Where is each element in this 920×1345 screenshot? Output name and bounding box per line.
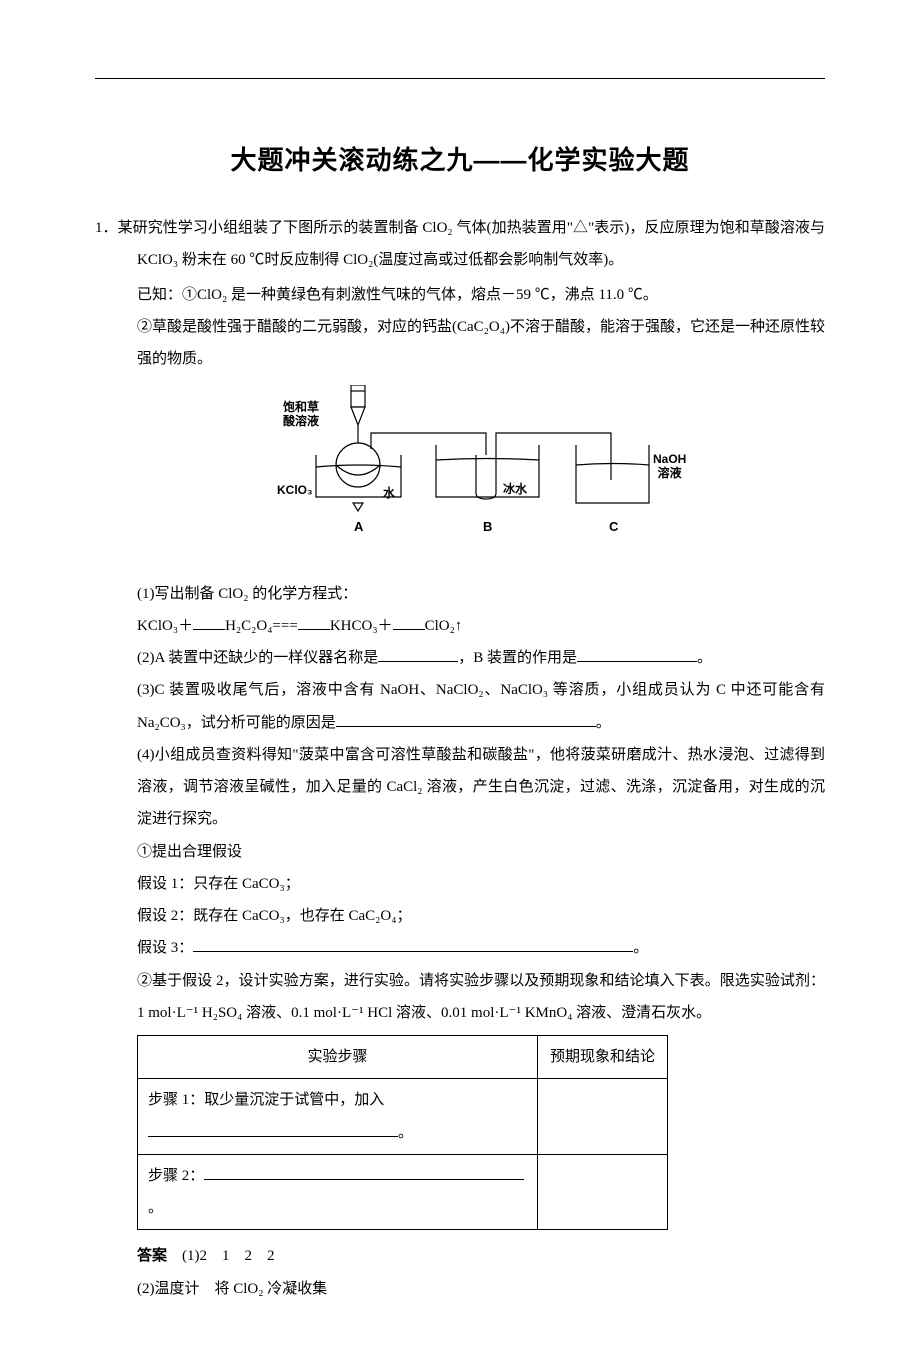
label-oxalic-acid: 饱和草 酸溶液 [283, 401, 319, 429]
blank-coeff-1[interactable] [193, 629, 225, 630]
hypothesis-3: 假设 3：。 [95, 932, 825, 964]
label-icewater: 冰水 [503, 477, 527, 503]
blank-reason[interactable] [336, 726, 596, 727]
answer-line-1: 答案 (1)2 1 2 2 [95, 1240, 825, 1272]
q1-stem: 1．某研究性学习小组组装了下图所示的装置制备 ClO₂ 气体(加热装置用"△"表… [95, 212, 825, 277]
q1-sub4: (4)小组成员查资料得知"菠菜中富含可溶性草酸盐和碳酸盐"，他将菠菜研磨成汁、热… [95, 739, 825, 836]
q1-sub2: (2)A 装置中还缺少的一样仪器名称是，B 装置的作用是。 [95, 642, 825, 674]
step1-cell: 步骤 1：取少量沉淀于试管中，加入。 [138, 1079, 538, 1155]
table-row: 实验步骤 预期现象和结论 [138, 1036, 668, 1079]
hypothesis-heading: ①提出合理假设 [95, 836, 825, 868]
label-water: 水 [383, 481, 395, 507]
blank-hypothesis-3[interactable] [193, 951, 633, 952]
q1-number: 1． [95, 220, 118, 236]
blank-coeff-3[interactable] [393, 629, 425, 630]
q1-known-2: ②草酸是酸性强于醋酸的二元弱酸，对应的钙盐(CaC₂O₄)不溶于醋酸，能溶于强酸… [95, 311, 825, 376]
q1-known-1: 已知：①ClO₂ 是一种黄绿色有刺激性气味的气体，熔点－59 ℃，沸点 11.0… [95, 279, 825, 311]
th-result: 预期现象和结论 [538, 1036, 668, 1079]
experiment-table: 实验步骤 预期现象和结论 步骤 1：取少量沉淀于试管中，加入。 步骤 2：。 [137, 1035, 668, 1230]
blank-coeff-2[interactable] [298, 629, 330, 630]
label-B: B [483, 513, 492, 541]
page-title: 大题冲关滚动练之九——化学实验大题 [95, 140, 825, 177]
q1-equation: KClO₃＋H₂C₂O₄===KHCO₃＋ClO₂↑ [95, 610, 825, 642]
q1-p1: 某研究性学习小组组装了下图所示的装置制备 ClO₂ 气体(加热装置用"△"表示)… [118, 220, 825, 268]
hypothesis-2: 假设 2：既存在 CaCO₃，也存在 CaC₂O₄； [95, 900, 825, 932]
label-A: A [354, 513, 363, 541]
answer-label: 答案 [137, 1247, 167, 1264]
blank-B-function[interactable] [577, 661, 697, 662]
label-naoh: NaOH 溶液 [653, 453, 686, 481]
result1-cell[interactable] [538, 1079, 668, 1155]
label-kclo3: KClO₃ [277, 478, 313, 504]
table-row: 步骤 1：取少量沉淀于试管中，加入。 [138, 1079, 668, 1155]
blank-step2[interactable] [204, 1179, 524, 1180]
result2-cell[interactable] [538, 1154, 668, 1230]
th-steps: 实验步骤 [138, 1036, 538, 1079]
blank-instrument[interactable] [378, 661, 458, 662]
q1-sub1-label: (1)写出制备 ClO₂ 的化学方程式： [95, 578, 825, 610]
table-row: 步骤 2：。 [138, 1154, 668, 1230]
design-instructions: ②基于假设 2，设计实验方案，进行实验。请将实验步骤以及预期现象和结论填入下表。… [95, 965, 825, 1030]
apparatus-figure: 饱和草 酸溶液 KClO₃ 水 冰水 NaOH 溶液 A B C [137, 385, 825, 567]
label-C: C [609, 513, 618, 541]
answer-line-2: (2)温度计 将 ClO₂ 冷凝收集 [95, 1273, 825, 1305]
step2-cell: 步骤 2：。 [138, 1154, 538, 1230]
hypothesis-1: 假设 1：只存在 CaCO₃； [95, 868, 825, 900]
q1-sub3: (3)C 装置吸收尾气后，溶液中含有 NaOH、NaClO₂、NaClO₃ 等溶… [95, 674, 825, 739]
blank-step1[interactable] [148, 1136, 398, 1137]
